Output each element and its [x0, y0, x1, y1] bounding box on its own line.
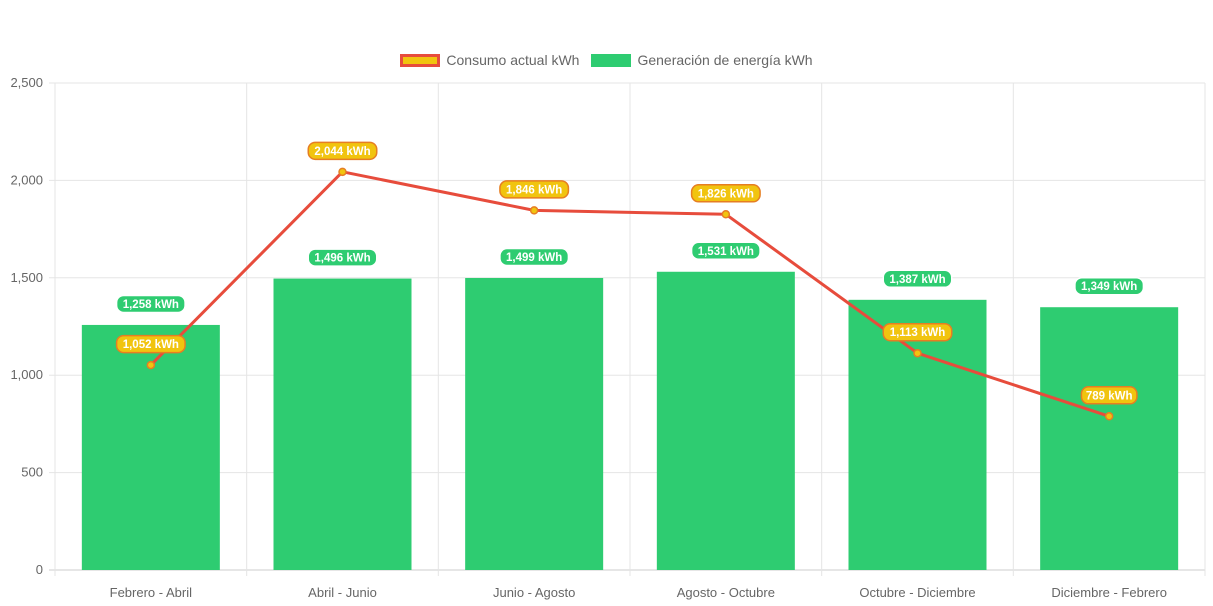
data-label-generacion: 1,387 kWh	[889, 274, 945, 286]
point-consumo	[1104, 412, 1114, 421]
legend-swatch-generacion	[591, 53, 632, 67]
point-consumo	[721, 210, 731, 219]
data-label-generacion-bg	[499, 247, 570, 267]
legend-item-consumo[interactable]: Consumo actual kWh	[400, 52, 579, 68]
data-label-generacion-bg	[1074, 276, 1145, 296]
data-label-generacion: 1,349 kWh	[1081, 281, 1137, 293]
x-tick-label: Junio - Agosto	[493, 585, 575, 600]
bar-generacion	[273, 278, 412, 570]
data-label-consumo: 1,826 kWh	[698, 188, 754, 200]
data-label-generacion: 1,496 kWh	[314, 253, 370, 265]
y-tick-label: 2,000	[10, 172, 43, 187]
legend-item-generacion[interactable]: Generación de energía kWh	[591, 52, 813, 68]
data-label-consumo-bg	[499, 180, 570, 199]
legend-swatch-consumo	[400, 53, 441, 67]
x-tick-label: Octubre - Diciembre	[859, 585, 975, 600]
legend-label-consumo: Consumo actual kWh	[446, 52, 580, 68]
bar-generacion	[1040, 307, 1179, 570]
chart-legend: Consumo actual kWh Generación de energía…	[0, 52, 1213, 68]
bar-generacion	[465, 277, 604, 570]
x-tick-label: Diciembre - Febrero	[1051, 585, 1167, 600]
data-label-consumo: 1,052 kWh	[123, 339, 179, 351]
data-label-consumo-bg	[882, 322, 953, 342]
data-label-consumo-bg	[115, 334, 186, 354]
data-label-consumo: 1,113 kWh	[890, 327, 946, 339]
data-label-generacion-bg	[882, 269, 953, 289]
legend-label-generacion: Generación de energía kWh	[637, 52, 813, 68]
data-label-consumo-bg	[1080, 386, 1138, 405]
bar-generacion	[848, 299, 987, 570]
point-consumo	[529, 206, 539, 215]
point-consumo	[338, 167, 347, 177]
data-label-consumo: 2,044 kWh	[314, 146, 370, 158]
y-tick-label: 500	[21, 465, 43, 480]
point-consumo	[913, 348, 922, 358]
bar-generacion	[656, 271, 795, 570]
data-label-consumo-bg	[307, 141, 378, 161]
data-label-generacion-bg	[690, 241, 761, 261]
x-tick-label: Agosto - Octubre	[677, 585, 775, 600]
data-label-generacion-bg	[307, 248, 378, 267]
y-tick-label: 1,000	[10, 367, 43, 382]
line-consumo	[149, 170, 1110, 418]
data-label-generacion-bg	[115, 294, 186, 314]
y-tick-label: 0	[36, 562, 43, 577]
data-label-consumo-bg	[690, 184, 761, 203]
data-label-consumo: 789 kWh	[1086, 390, 1133, 402]
data-label-generacion: 1,258 kWh	[123, 299, 179, 311]
x-tick-label: Febrero - Abril	[110, 585, 192, 600]
data-label-consumo: 1,846 kWh	[506, 184, 562, 196]
y-tick-label: 2,500	[10, 75, 43, 90]
y-tick-label: 1,500	[10, 270, 43, 285]
data-label-generacion: 1,499 kWh	[506, 252, 562, 264]
point-consumo	[146, 360, 156, 370]
data-label-generacion: 1,531 kWh	[698, 246, 754, 258]
x-tick-label: Abril - Junio	[308, 585, 377, 600]
